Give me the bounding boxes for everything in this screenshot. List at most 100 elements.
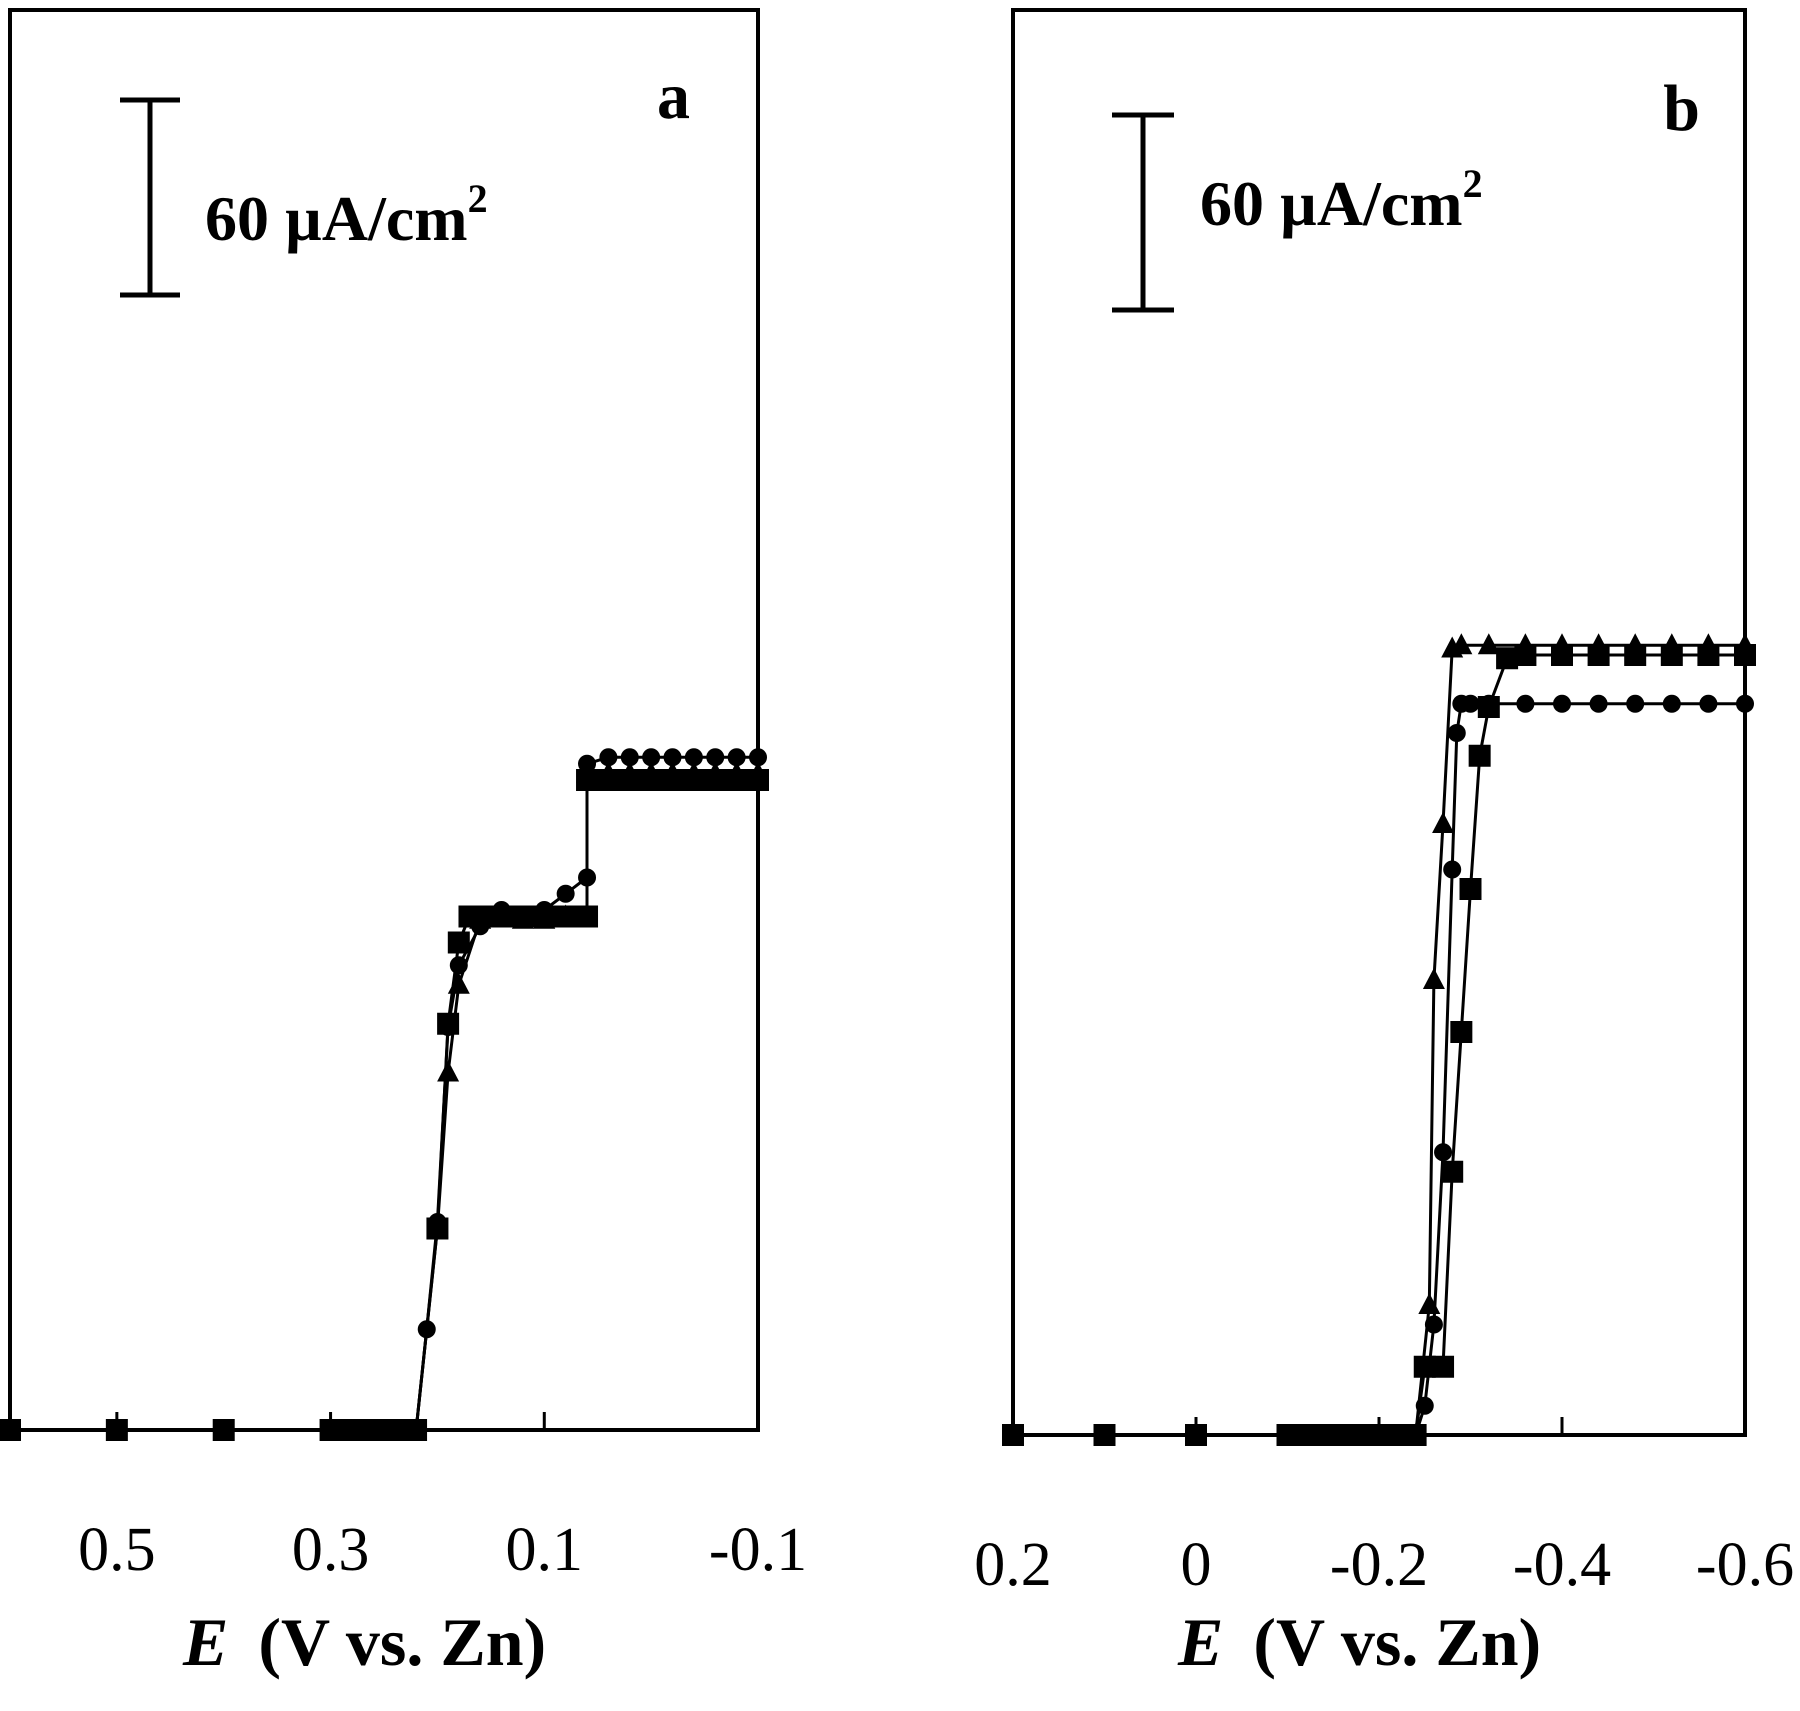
triangle-marker bbox=[469, 907, 492, 929]
square-marker bbox=[362, 1419, 385, 1441]
x-axis-label-b: E (V vs. Zn) bbox=[1177, 1604, 1541, 1680]
square-marker bbox=[0, 1419, 21, 1441]
circle-marker bbox=[599, 748, 618, 767]
x-tick-label: -0.1 bbox=[709, 1516, 807, 1584]
series-line bbox=[1414, 702, 1745, 1436]
triangle-marker bbox=[1734, 633, 1756, 655]
scale-bar-sup-b: 2 bbox=[1463, 161, 1483, 206]
triangle-marker bbox=[576, 761, 599, 783]
circle-marker bbox=[1516, 694, 1535, 713]
scale-bar-text-a: 60 µA/cm bbox=[205, 183, 468, 254]
series-3 bbox=[1404, 633, 1756, 1444]
circle-marker bbox=[749, 748, 767, 767]
circle-marker bbox=[1589, 694, 1608, 713]
circle-marker bbox=[663, 748, 682, 767]
x-tick-label: -0.6 bbox=[1696, 1531, 1794, 1599]
triangle-marker bbox=[661, 761, 684, 783]
circle-marker bbox=[706, 748, 725, 767]
scale-bar-text-b: 60 µA/cm bbox=[1200, 168, 1463, 239]
triangle-marker bbox=[1624, 633, 1647, 655]
triangle-marker bbox=[437, 1060, 460, 1082]
triangle-marker bbox=[511, 907, 534, 929]
scale-bar-b: 60 µA/cm2 bbox=[1112, 112, 1483, 313]
square-marker bbox=[383, 1419, 406, 1441]
triangle-marker bbox=[1587, 633, 1610, 655]
triangle-marker bbox=[554, 904, 577, 926]
x-tick-label: 0.2 bbox=[974, 1531, 1052, 1599]
triangle-marker bbox=[725, 761, 748, 783]
x-tick-labels-a: 0.5 0.3 0.1 -0.1 bbox=[78, 1516, 807, 1584]
square-marker bbox=[1294, 1424, 1317, 1446]
x-axis-label-a: E (V vs. Zn) bbox=[182, 1604, 546, 1680]
triangle-marker bbox=[682, 761, 705, 783]
circle-marker bbox=[727, 748, 746, 767]
square-marker bbox=[1459, 878, 1482, 900]
x-tick-label: 0 bbox=[1181, 1531, 1212, 1599]
x-axis-units-a: (V vs. Zn) bbox=[258, 1604, 546, 1680]
circle-marker bbox=[1434, 1143, 1453, 1162]
square-marker bbox=[1331, 1424, 1354, 1446]
x-tick-label: 0.1 bbox=[506, 1516, 584, 1584]
square-marker bbox=[1432, 1355, 1455, 1378]
chart-panel-a: 0.5 0.3 0.1 -0.1 a 60 µA/cm2 E (V vs. Zn) bbox=[0, 8, 807, 1680]
circle-marker bbox=[1626, 694, 1645, 713]
circle-marker bbox=[1662, 694, 1681, 713]
triangle-marker bbox=[1450, 633, 1473, 655]
triangle-marker bbox=[490, 904, 513, 926]
scale-bar-a: 60 µA/cm2 bbox=[120, 97, 488, 298]
triangle-marker bbox=[618, 761, 641, 783]
square-marker bbox=[105, 1419, 128, 1441]
square-marker bbox=[1441, 1160, 1464, 1183]
series-line bbox=[1013, 653, 1745, 1437]
x-axis-var-a: E bbox=[182, 1604, 228, 1680]
scale-bar-sup-a: 2 bbox=[468, 176, 488, 221]
circle-marker bbox=[1479, 694, 1498, 713]
triangle-marker bbox=[576, 904, 599, 926]
triangle-marker bbox=[1404, 1423, 1427, 1444]
x-axis-units-b: (V vs. Zn) bbox=[1253, 1604, 1541, 1680]
series-group-a bbox=[0, 748, 769, 1441]
series-group-b bbox=[1002, 633, 1756, 1446]
triangle-marker bbox=[1551, 633, 1573, 655]
square-marker bbox=[1450, 1021, 1473, 1043]
circle-marker bbox=[1443, 860, 1462, 879]
chart-panel-b: 0.2 0 -0.2 -0.4 -0.6 b 60 µA/cm2 E (V vs. Zn) bbox=[974, 8, 1794, 1680]
series-line bbox=[10, 778, 758, 1432]
circle-marker bbox=[1736, 694, 1754, 713]
circle-marker bbox=[1699, 694, 1718, 713]
circle-marker bbox=[556, 884, 575, 903]
square-marker bbox=[1368, 1424, 1390, 1446]
x-tick-labels-b: 0.2 0 -0.2 -0.4 -0.6 bbox=[974, 1531, 1794, 1599]
series-1 bbox=[0, 769, 769, 1441]
triangle-marker bbox=[1477, 633, 1500, 655]
triangle-marker bbox=[704, 761, 727, 783]
triangle-marker bbox=[405, 1418, 428, 1439]
circle-marker bbox=[642, 748, 661, 767]
circle-marker bbox=[620, 748, 639, 767]
triangle-marker bbox=[597, 761, 620, 783]
series-1 bbox=[1002, 644, 1756, 1446]
triangle-marker bbox=[747, 761, 769, 783]
triangle-marker bbox=[640, 761, 663, 783]
triangle-marker bbox=[1660, 633, 1683, 655]
square-marker bbox=[1313, 1424, 1336, 1446]
square-marker bbox=[319, 1419, 342, 1441]
circle-marker bbox=[684, 748, 703, 767]
square-marker bbox=[447, 931, 470, 954]
x-tick-label: -0.2 bbox=[1330, 1531, 1428, 1599]
series-line bbox=[414, 772, 758, 1431]
scale-bar-label-b: 60 µA/cm2 bbox=[1200, 161, 1483, 239]
circle-marker bbox=[1447, 724, 1466, 742]
series-3 bbox=[405, 761, 769, 1439]
triangle-marker bbox=[1514, 633, 1537, 655]
triangle-marker bbox=[447, 972, 470, 994]
triangle-marker bbox=[1418, 1293, 1441, 1314]
square-marker bbox=[1349, 1424, 1372, 1446]
triangle-marker bbox=[1697, 633, 1720, 655]
triangle-marker bbox=[1432, 812, 1455, 833]
circle-marker bbox=[1461, 694, 1480, 713]
circle-marker bbox=[1553, 694, 1571, 713]
square-marker bbox=[212, 1419, 235, 1441]
scale-bar-label-a: 60 µA/cm2 bbox=[205, 176, 488, 254]
